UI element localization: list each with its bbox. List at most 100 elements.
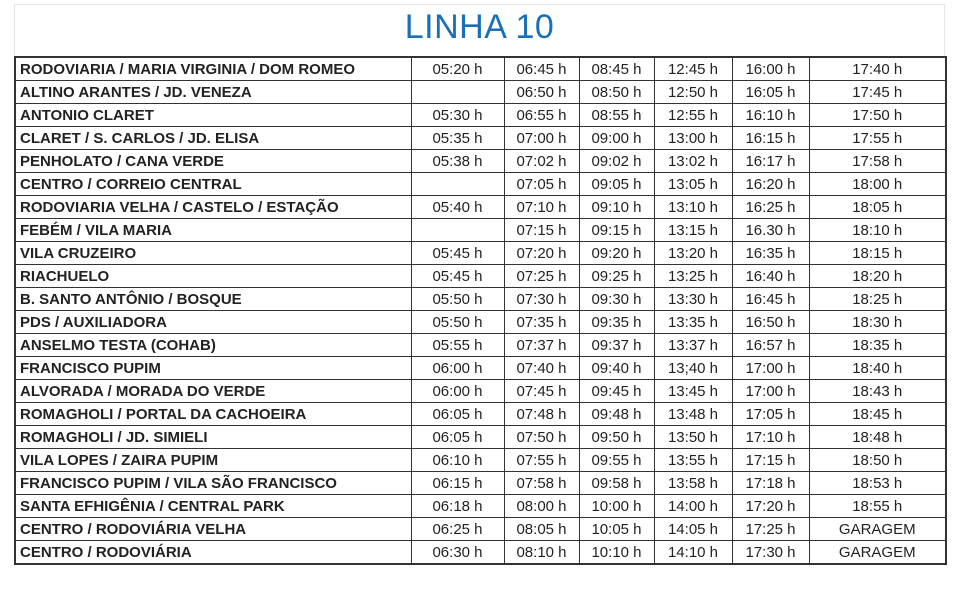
departure-time: 06:05 h — [410, 425, 505, 449]
departure-time: 13:20 h — [653, 241, 733, 265]
stop-name: ANTONIO CLARET — [14, 103, 412, 127]
stop-name: SANTA EFHIGÊNIA / CENTRAL PARK — [14, 494, 412, 518]
departure-time: 13:58 h — [653, 471, 733, 495]
departure-time: 17:20 h — [731, 494, 810, 518]
departure-time: 07:15 h — [503, 218, 580, 242]
departure-time: 07:37 h — [503, 333, 580, 357]
stop-name: VILA LOPES / ZAIRA PUPIM — [14, 448, 412, 472]
departure-time: 17:45 h — [808, 80, 947, 104]
table-row: RODOVIARIA / MARIA VIRGINIA / DOM ROMEO 0… — [14, 56, 947, 81]
departure-time: 16:35 h — [731, 241, 810, 265]
departure-time: 08:00 h — [503, 494, 580, 518]
departure-time: 18:35 h — [808, 333, 947, 357]
table-row: RODOVIARIA VELHA / CASTELO / ESTAÇÃO 05:4… — [14, 195, 947, 219]
departure-time: 05:38 h — [410, 149, 505, 173]
departure-time: 14:00 h — [653, 494, 733, 518]
departure-time: 05:50 h — [410, 287, 505, 311]
departure-time: 16:15 h — [731, 126, 810, 150]
departure-time: 10:10 h — [578, 540, 655, 565]
stop-name: RODOVIARIA / MARIA VIRGINIA / DOM ROMEO — [14, 56, 412, 81]
departure-time: 08:05 h — [503, 517, 580, 541]
departure-time: 17:58 h — [808, 149, 947, 173]
table-row: ALVORADA / MORADA DO VERDE 06:00 h 07:45 h… — [14, 379, 947, 403]
departure-time: 18:50 h — [808, 448, 947, 472]
table-row: RIACHUELO 05:45 h 07:25 h 09:25 h 13:25 h 16:… — [14, 264, 947, 288]
departure-time: 16:57 h — [731, 333, 810, 357]
departure-time — [410, 218, 505, 242]
departure-time: 18:48 h — [808, 425, 947, 449]
departure-time: 17:25 h — [731, 517, 810, 541]
table-row: CLARET / S. CARLOS / JD. ELISA 05:35 h 07:… — [14, 126, 947, 150]
departure-time: 08:45 h — [578, 56, 655, 81]
table-row: FRANCISCO PUPIM 06:00 h 07:40 h 09:40 h 13;4… — [14, 356, 947, 380]
departure-time: 06:25 h — [410, 517, 505, 541]
departure-time: GARAGEM — [808, 517, 947, 541]
departure-time: 09:05 h — [578, 172, 655, 196]
stop-name: CENTRO / RODOVIÁRIA — [14, 540, 412, 565]
stop-name: ALTINO ARANTES / JD. VENEZA — [14, 80, 412, 104]
departure-time: 16:05 h — [731, 80, 810, 104]
departure-time: 13;40 h — [653, 356, 733, 380]
departure-time: 05:35 h — [410, 126, 505, 150]
table-row: VILA CRUZEIRO 05:45 h 07:20 h 09:20 h 13:20 … — [14, 241, 947, 265]
departure-time: 17:10 h — [731, 425, 810, 449]
departure-time: 08:10 h — [503, 540, 580, 565]
stop-name: ROMAGHOLI / JD. SIMIELI — [14, 425, 412, 449]
stop-name: FRANCISCO PUPIM — [14, 356, 412, 380]
departure-time: 05:55 h — [410, 333, 505, 357]
stop-name: B. SANTO ANTÔNIO / BOSQUE — [14, 287, 412, 311]
table-row: CENTRO / RODOVIÁRIA 06:30 h 08:10 h 10:10 h… — [14, 540, 947, 565]
departure-time: 09:48 h — [578, 402, 655, 426]
departure-time: 07:50 h — [503, 425, 580, 449]
departure-time: 18:00 h — [808, 172, 947, 196]
departure-time: 09:10 h — [578, 195, 655, 219]
departure-time: 17:50 h — [808, 103, 947, 127]
departure-time: 16:17 h — [731, 149, 810, 173]
departure-time: 06:00 h — [410, 379, 505, 403]
departure-time: 16:45 h — [731, 287, 810, 311]
table-row: ANTONIO CLARET 05:30 h 06:55 h 08:55 h 12:55… — [14, 103, 947, 127]
stop-name: RIACHUELO — [14, 264, 412, 288]
departure-time: 17:18 h — [731, 471, 810, 495]
table-row: PENHOLATO / CANA VERDE 05:38 h 07:02 h 09:0… — [14, 149, 947, 173]
departure-time: 12:55 h — [653, 103, 733, 127]
departure-time: 17:00 h — [731, 379, 810, 403]
departure-time: 07:40 h — [503, 356, 580, 380]
departure-time: 17:30 h — [731, 540, 810, 565]
stop-name: ALVORADA / MORADA DO VERDE — [14, 379, 412, 403]
table-row: ROMAGHOLI / PORTAL DA CACHOEIRA 06:05 h 07… — [14, 402, 947, 426]
stop-name: FEBÉM / VILA MARIA — [14, 218, 412, 242]
stop-name: PDS / AUXILIADORA — [14, 310, 412, 334]
departure-time: 09:37 h — [578, 333, 655, 357]
stop-name: CENTRO / CORREIO CENTRAL — [14, 172, 412, 196]
stop-name: PENHOLATO / CANA VERDE — [14, 149, 412, 173]
departure-time: 17:40 h — [808, 56, 947, 81]
title-frame — [14, 4, 945, 57]
departure-time: 10:05 h — [578, 517, 655, 541]
departure-time: 18:45 h — [808, 402, 947, 426]
departure-time: 07:48 h — [503, 402, 580, 426]
departure-time: 18:40 h — [808, 356, 947, 380]
departure-time: 13:55 h — [653, 448, 733, 472]
departure-time: 13:00 h — [653, 126, 733, 150]
departure-time: 18:55 h — [808, 494, 947, 518]
departure-time: 07:45 h — [503, 379, 580, 403]
stop-name: VILA CRUZEIRO — [14, 241, 412, 265]
departure-time: 07:20 h — [503, 241, 580, 265]
table-row: SANTA EFHIGÊNIA / CENTRAL PARK 06:18 h 08:… — [14, 494, 947, 518]
table-row: FRANCISCO PUPIM / VILA SÃO FRANCISCO 06:1… — [14, 471, 947, 495]
stop-name: ROMAGHOLI / PORTAL DA CACHOEIRA — [14, 402, 412, 426]
departure-time: 06:15 h — [410, 471, 505, 495]
stop-name: CENTRO / RODOVIÁRIA VELHA — [14, 517, 412, 541]
departure-time: 06:50 h — [503, 80, 580, 104]
stop-name: FRANCISCO PUPIM / VILA SÃO FRANCISCO — [14, 471, 412, 495]
departure-time: 09:40 h — [578, 356, 655, 380]
stop-name: RODOVIARIA VELHA / CASTELO / ESTAÇÃO — [14, 195, 412, 219]
departure-time: 10:00 h — [578, 494, 655, 518]
departure-time: 05:20 h — [410, 56, 505, 81]
departure-time: 09:15 h — [578, 218, 655, 242]
departure-time: 13:10 h — [653, 195, 733, 219]
departure-time: 07:25 h — [503, 264, 580, 288]
